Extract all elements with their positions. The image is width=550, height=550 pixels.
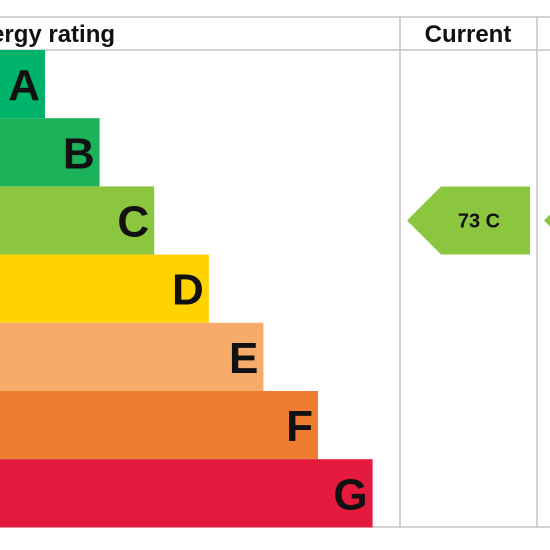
current-column-header: Current xyxy=(425,21,512,48)
band-g-label: G xyxy=(333,470,367,519)
band-a-label: A xyxy=(8,61,40,110)
band-d-label: D xyxy=(172,266,204,315)
band-e-label: E xyxy=(229,334,258,383)
band-b-label: B xyxy=(63,129,95,178)
band-f-bar xyxy=(0,391,318,460)
current-rating-label: 73 C xyxy=(458,211,500,233)
band-g-bar xyxy=(0,459,373,528)
band-c-label: C xyxy=(117,198,149,247)
chart-title: ergy rating xyxy=(0,21,115,48)
band-a-bar xyxy=(0,50,45,119)
rating-arrows: 73 C xyxy=(407,186,550,255)
band-e-bar xyxy=(0,322,264,391)
potential-rating-arrow xyxy=(544,214,550,227)
band-c-bar xyxy=(0,186,155,255)
band-d-bar xyxy=(0,254,209,323)
current-rating-arrow xyxy=(407,186,530,255)
band-f-label: F xyxy=(286,402,313,451)
band-b-bar xyxy=(0,118,100,187)
